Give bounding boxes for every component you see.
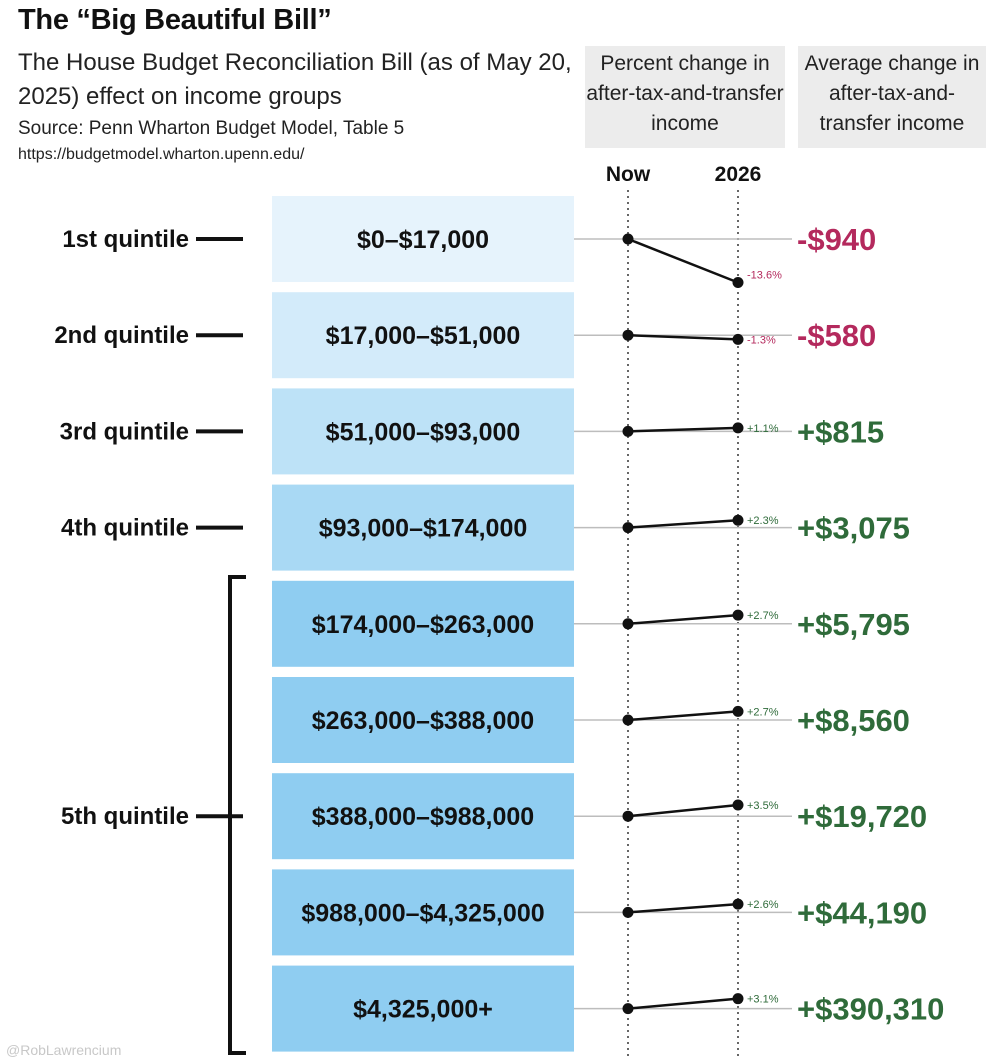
percent-change-label: -1.3% — [747, 334, 776, 346]
slope-line — [627, 902, 739, 914]
quintile-label: 2nd quintile — [54, 322, 189, 349]
income-bracket-label: $0–$17,000 — [357, 226, 489, 254]
income-bracket-label: $93,000–$174,000 — [319, 515, 528, 543]
x-label-2026: 2026 — [714, 163, 762, 186]
percent-change-label: +2.7% — [747, 706, 779, 718]
percent-change-label: +3.5% — [747, 800, 779, 812]
percent-change-label: +2.7% — [747, 610, 779, 622]
slope-line — [627, 710, 739, 722]
source-url: https://budgetmodel.wharton.upenn.edu/ — [18, 146, 305, 163]
point-2026 — [732, 422, 744, 434]
average-change-label: -$940 — [797, 222, 876, 257]
percent-change-label: +2.3% — [747, 515, 779, 527]
income-bracket-label: $388,000–$988,000 — [312, 803, 534, 831]
average-change-label: -$580 — [797, 318, 876, 353]
slope-line — [627, 613, 739, 626]
percent-change-label: +2.6% — [747, 899, 779, 911]
income-bracket-box — [272, 773, 574, 860]
average-change-header: Average change in after-tax-and-transfer… — [798, 46, 986, 148]
income-bracket-label: $988,000–$4,325,000 — [301, 899, 544, 927]
slope-line — [627, 518, 739, 529]
chart-title: The “Big Beautiful Bill” — [18, 4, 332, 36]
point-now — [622, 906, 634, 918]
income-bracket-box — [272, 677, 574, 763]
income-bracket-label: $4,325,000+ — [353, 996, 493, 1024]
income-bracket-label: $51,000–$93,000 — [326, 418, 521, 446]
average-change-label: +$19,720 — [797, 799, 927, 834]
average-change-label: +$8,560 — [797, 703, 910, 738]
quintile-label: 3rd quintile — [60, 418, 189, 445]
source-line: Source: Penn Wharton Budget Model, Table… — [18, 118, 405, 139]
percent-change-label: -13.6% — [747, 270, 782, 282]
point-now — [622, 810, 634, 822]
point-now — [622, 1003, 634, 1015]
point-2026 — [732, 277, 744, 289]
average-change-label: +$390,310 — [797, 992, 944, 1027]
percent-change-label: +3.1% — [747, 994, 779, 1006]
income-bracket-label: $17,000–$51,000 — [326, 322, 521, 350]
point-2026 — [732, 898, 744, 910]
point-now — [622, 233, 634, 245]
x-label-now: Now — [605, 163, 651, 186]
slope-line — [627, 333, 739, 341]
slope-line — [627, 426, 739, 433]
average-change-label: +$44,190 — [797, 895, 927, 930]
income-bracket-label: $174,000–$263,000 — [312, 611, 534, 639]
income-bracket-box — [272, 388, 574, 475]
watermark: @RobLawrencium — [6, 1042, 122, 1058]
percent-change-header: Percent change in after-tax-and-transfer… — [585, 46, 785, 148]
point-2026 — [732, 705, 744, 717]
point-now — [622, 522, 634, 534]
slope-line — [627, 997, 739, 1010]
point-now — [622, 714, 634, 726]
average-change-label: +$3,075 — [797, 511, 910, 546]
average-change-label: +$5,795 — [797, 607, 910, 642]
income-bracket-box — [272, 965, 574, 1052]
point-now — [622, 329, 634, 341]
income-bracket-box — [272, 292, 574, 379]
quintile-label: 4th quintile — [61, 515, 189, 542]
point-2026 — [732, 514, 744, 526]
quintile-label: 1st quintile — [62, 226, 189, 253]
fifth-quintile-bracket-bottom — [228, 1051, 246, 1055]
point-2026 — [732, 609, 744, 621]
income-bracket-box — [272, 580, 574, 667]
income-bracket-label: $263,000–$388,000 — [312, 707, 534, 735]
point-2026 — [732, 993, 744, 1005]
slope-line — [627, 237, 739, 284]
slope-line — [627, 803, 739, 818]
fifth-quintile-bracket-top — [228, 575, 246, 579]
percent-change-label: +1.1% — [747, 423, 779, 435]
income-bracket-box — [272, 484, 574, 571]
point-2026 — [732, 333, 744, 345]
income-bracket-box — [272, 869, 574, 956]
average-change-label: +$815 — [797, 414, 884, 449]
quintile-label: 5th quintile — [61, 803, 189, 830]
income-bracket-box — [272, 196, 574, 282]
point-2026 — [732, 799, 744, 811]
point-now — [622, 425, 634, 437]
chart-subtitle: The House Budget Reconciliation Bill (as… — [18, 49, 572, 110]
point-now — [622, 618, 634, 630]
